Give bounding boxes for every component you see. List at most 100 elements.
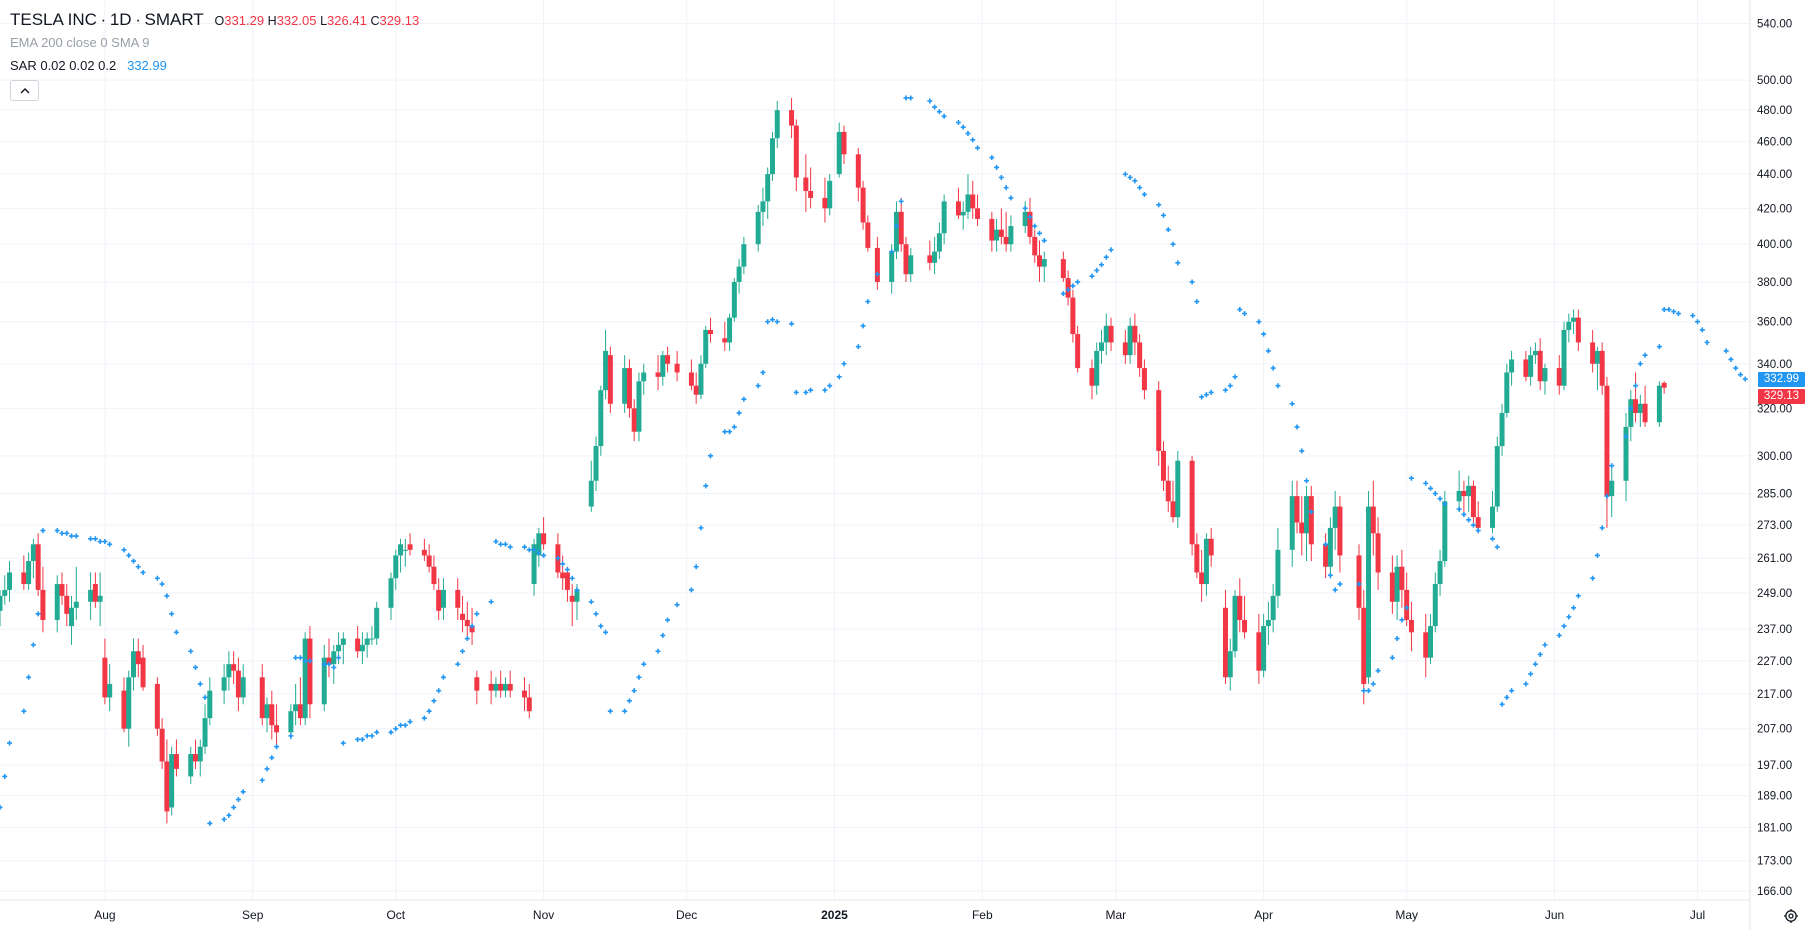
candle-body [97, 595, 103, 602]
candle [1075, 325, 1081, 373]
candle [231, 651, 237, 684]
candle-body [1609, 480, 1615, 497]
sar-marker [1532, 661, 1538, 667]
sar-marker [331, 664, 337, 670]
x-tick-label: Sep [242, 908, 264, 922]
y-tick-label: 500.00 [1757, 75, 1792, 87]
y-tick-label: 237.00 [1757, 624, 1792, 636]
sar-marker [560, 561, 566, 567]
candle [402, 538, 408, 567]
sar-marker [1327, 572, 1333, 578]
candle-body [1137, 342, 1143, 369]
candle-body [1475, 517, 1481, 528]
candle-body [188, 754, 194, 777]
sar-marker [26, 674, 32, 680]
sar-marker [259, 777, 265, 783]
legend-interval: 1D [109, 10, 132, 29]
candle [1227, 638, 1233, 691]
candle [1232, 589, 1238, 658]
candle-body [1408, 619, 1414, 633]
legend-separator-1: · [100, 10, 107, 29]
sar-marker [431, 698, 437, 704]
sar-marker [1037, 230, 1043, 236]
candle-body [603, 350, 609, 391]
candle [131, 638, 137, 691]
candle [898, 197, 904, 252]
settings-button[interactable] [1783, 908, 1799, 924]
candle [202, 704, 208, 755]
y-tick-label: 197.00 [1757, 760, 1792, 772]
candle-body [989, 218, 995, 241]
legend-collapse-button[interactable] [10, 80, 39, 101]
sar-marker [1408, 475, 1414, 481]
sar-marker [1475, 528, 1481, 534]
candle [769, 131, 775, 181]
candle [1566, 313, 1572, 343]
candle [64, 584, 70, 627]
sar-marker [92, 536, 98, 542]
sar-marker [955, 119, 961, 125]
candle [1470, 480, 1476, 523]
candle-body [2, 589, 8, 596]
sar-marker [1356, 581, 1362, 587]
sar-marker [7, 740, 13, 746]
candle-body [164, 761, 170, 812]
candle [502, 677, 508, 698]
candle-body [522, 690, 528, 698]
candle-body [73, 601, 79, 608]
candle-body [803, 177, 809, 192]
candle-body [131, 651, 137, 678]
legend-ema-row[interactable]: EMA 200 close 0 SMA 9 [10, 31, 419, 54]
candle [526, 683, 532, 719]
candle-body [631, 408, 637, 432]
candle [426, 544, 432, 573]
candle-body [398, 544, 404, 556]
candle-body [307, 638, 313, 705]
sar-marker [188, 648, 194, 654]
candle [860, 180, 866, 230]
candle [173, 739, 179, 777]
candle [1304, 485, 1310, 562]
candle [808, 167, 814, 209]
candle-body [1232, 595, 1238, 652]
candle [707, 317, 713, 343]
sar-marker [369, 733, 375, 739]
sar-marker [288, 733, 294, 739]
candle [927, 240, 933, 271]
candle [803, 154, 809, 212]
candle [135, 638, 141, 678]
sar-marker [841, 361, 847, 367]
candle [994, 218, 1000, 252]
candle-body [436, 589, 442, 611]
sar-marker [1604, 493, 1610, 499]
sar-marker [1723, 348, 1729, 354]
sar-marker [1103, 254, 1109, 260]
candle [1423, 613, 1429, 678]
candle [955, 187, 961, 219]
sar-marker [1590, 575, 1596, 581]
candle [1571, 309, 1577, 335]
candle [73, 566, 79, 620]
sar-marker [660, 632, 666, 638]
candle-body [1528, 355, 1534, 377]
legend-sar-value: 332.99 [127, 58, 167, 73]
candle-body [1041, 259, 1047, 267]
candle-body [21, 572, 27, 585]
sar-marker [1265, 348, 1271, 354]
sar-marker [1695, 319, 1701, 325]
candle [26, 552, 32, 590]
sar-marker [455, 661, 461, 667]
legend-sar-row[interactable]: SAR 0.02 0.02 0.2 332.99 [10, 54, 419, 77]
candle-body [388, 578, 394, 608]
candle-body [660, 355, 666, 377]
candle [97, 572, 103, 627]
candle [107, 664, 113, 712]
candle [1337, 496, 1343, 573]
candle-body [903, 244, 909, 275]
legend-ohlc-row[interactable]: TESLA INC · 1D · SMART O331.29 H332.05 L… [10, 8, 419, 31]
candle-body [364, 638, 370, 645]
candle [460, 595, 466, 633]
legend-sar-params: SAR 0.02 0.02 0.2 [10, 58, 117, 73]
